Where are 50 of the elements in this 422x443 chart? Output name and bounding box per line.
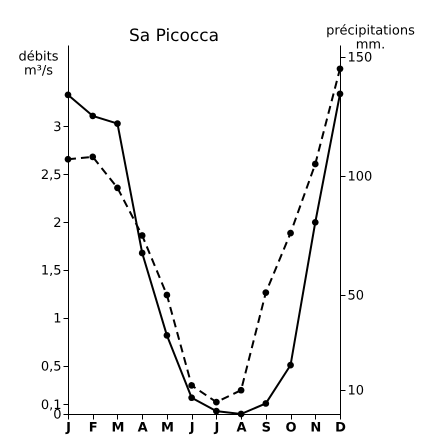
point xyxy=(213,408,220,414)
point xyxy=(213,398,220,406)
y-tick-label: 3 xyxy=(53,120,62,135)
point xyxy=(287,230,294,236)
y-tick-label: 0,5 xyxy=(40,360,62,375)
point xyxy=(89,154,96,160)
y2-tick-label: 150 xyxy=(348,50,372,66)
x-tick-label: O xyxy=(286,420,297,436)
y2-tick-label: 50 xyxy=(348,288,364,304)
point xyxy=(114,184,121,192)
point xyxy=(114,120,121,127)
x-tick-label: J xyxy=(65,420,71,436)
x-tick-label: F xyxy=(88,420,98,436)
x-tick-label: J xyxy=(213,420,220,436)
y-tick-label: 0 xyxy=(53,408,62,422)
point xyxy=(164,292,170,298)
point xyxy=(336,90,344,98)
x-tick-label: S xyxy=(262,420,272,436)
point xyxy=(312,218,319,226)
y-tick-label: 2,5 xyxy=(40,168,62,183)
point xyxy=(238,386,244,394)
point xyxy=(336,65,344,72)
point xyxy=(164,332,170,339)
point xyxy=(138,250,146,256)
point xyxy=(188,382,195,389)
x-tick-label: N xyxy=(310,420,322,436)
point xyxy=(312,160,319,168)
point xyxy=(262,400,270,407)
x-tick-label: D xyxy=(335,420,346,436)
point xyxy=(262,289,270,296)
point xyxy=(188,394,195,402)
x-tick-label: M xyxy=(160,420,174,436)
point xyxy=(89,112,96,120)
y2-axis-title: précipitations mm. xyxy=(326,24,416,52)
y-axis-title: débits m³/s xyxy=(18,50,59,78)
y2-tick-label: 100 xyxy=(348,169,372,184)
y-tick-label: 2 xyxy=(53,216,62,231)
point xyxy=(238,410,244,418)
y-tick-label: 1,5 xyxy=(40,264,62,279)
x-tick-label: J xyxy=(188,420,195,436)
point xyxy=(64,91,72,98)
x-tick-label: M xyxy=(111,420,124,436)
point xyxy=(138,232,146,239)
x-tick-label: A xyxy=(138,420,148,436)
y-tick-label: 1 xyxy=(53,312,62,327)
x-tick-label: A xyxy=(236,420,247,436)
point xyxy=(287,362,294,368)
chart-title: Sa Picocca xyxy=(128,26,220,46)
point xyxy=(64,156,72,163)
y2-tick-label: 10 xyxy=(348,384,364,399)
